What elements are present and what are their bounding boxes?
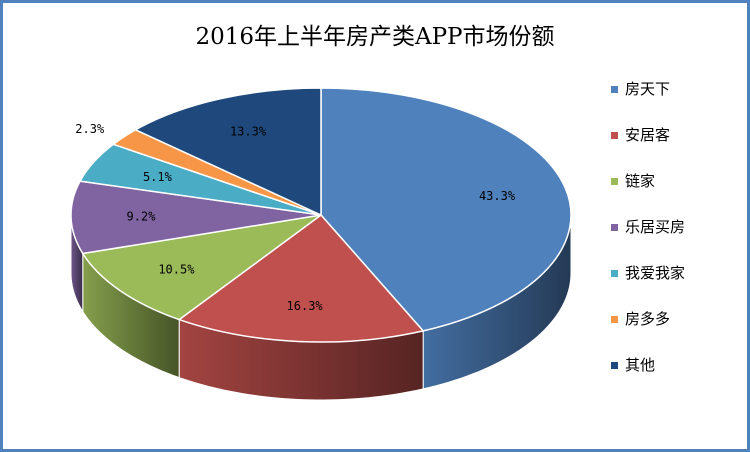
- legend-label-fangduoduo: 房多多: [625, 310, 671, 328]
- pie-slice-lejumaifang: [70, 180, 322, 255]
- legend-label-lejumaifang: 乐居买房: [625, 218, 686, 236]
- legend-item-woaiwojia: 我爱我家: [603, 261, 743, 307]
- legend-item-anjuke: 安居客: [603, 123, 743, 169]
- data-label-anjuke: 16.3%: [287, 299, 324, 313]
- legend-item-fangtianxia: 房天下: [603, 77, 743, 123]
- data-label-other: 13.3%: [230, 124, 267, 138]
- data-label-lejumaifang: 9.2%: [127, 210, 157, 224]
- pie-slice-lianjia: [81, 214, 322, 321]
- data-label-fangduoduo: 2.3%: [75, 122, 105, 136]
- legend-item-lejumaifang: 乐居买房: [603, 215, 743, 261]
- data-label-woaiwojia: 5.1%: [143, 170, 173, 184]
- legend-label-lianjia: 链家: [625, 172, 656, 190]
- legend-swatch-lianjia: [611, 178, 618, 185]
- legend-label-anjuke: 安居客: [625, 126, 671, 144]
- legend-swatch-fangtianxia: [611, 86, 618, 93]
- pie-side-walls: [70, 214, 572, 401]
- legend-item-fangduoduo: 房多多: [603, 307, 743, 353]
- chart-title: 2016年上半年房产类APP市场份额: [195, 24, 555, 50]
- legend-swatch-other: [611, 362, 618, 369]
- data-labels: 43.3% 16.3% 10.5% 9.2% 5.1% 2.3% 13.3%: [75, 122, 516, 313]
- legend-label-woaiwojia: 我爱我家: [625, 264, 686, 282]
- legend-item-lianjia: 链家: [603, 169, 743, 215]
- data-label-lianjia: 10.5%: [158, 262, 195, 276]
- legend-swatch-fangduoduo: [611, 316, 618, 323]
- legend-label-other: 其他: [625, 356, 656, 374]
- legend-swatch-lejumaifang: [611, 224, 618, 231]
- legend-swatch-anjuke: [611, 132, 618, 139]
- legend-item-other: 其他: [603, 353, 743, 399]
- pie-slice-fangtianxia: [320, 87, 572, 332]
- legend-label-fangtianxia: 房天下: [625, 80, 671, 98]
- pie-slice-anjuke: [177, 213, 425, 343]
- legend-swatch-woaiwojia: [611, 270, 618, 277]
- pie-slice-other: [133, 87, 322, 217]
- legend: 房天下安居客链家乐居买房我爱我家房多多其他: [603, 77, 743, 399]
- data-label-fangtianxia: 43.3%: [479, 189, 516, 203]
- pie-slices: [70, 87, 572, 343]
- pie-chart: 43.3% 16.3% 10.5% 9.2% 5.1% 2.3% 13.3%: [70, 87, 572, 401]
